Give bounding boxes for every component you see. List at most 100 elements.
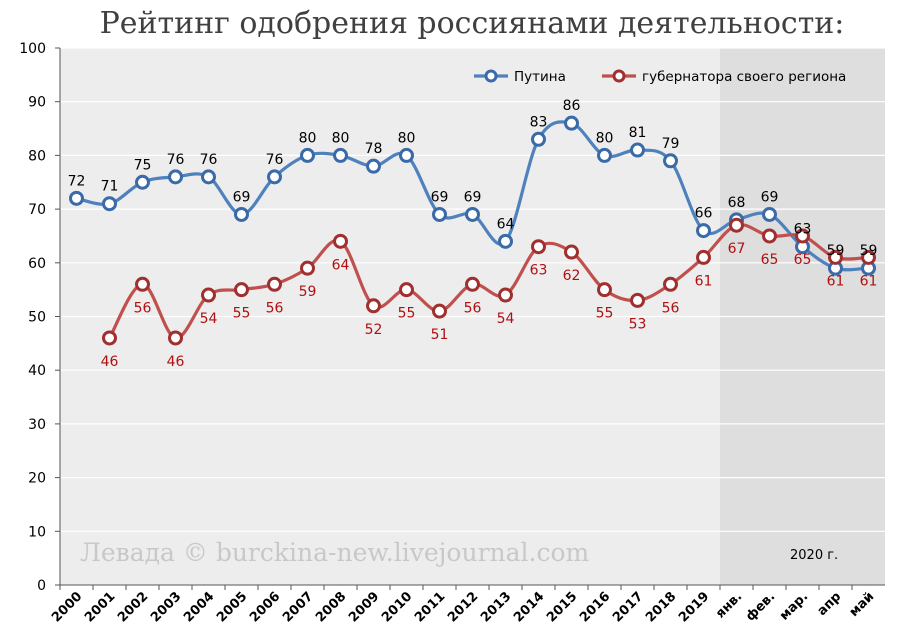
series-0-point: [630, 142, 645, 158]
x-tick-label: 2016: [577, 589, 613, 625]
x-tick-label: 2013: [478, 589, 514, 625]
data-labels: 72 71 75 76 76 69 76 80 80 78 80 69 69 64 83 86 80 81 79 66…: [68, 98, 878, 370]
series-1-point: [828, 249, 843, 265]
series-1-point: [531, 239, 546, 255]
chart-title: Рейтинг одобрения россиянами деятельност…: [100, 6, 845, 41]
series-0-point: [432, 206, 447, 222]
series-0-data-label: 59: [860, 243, 878, 259]
series-1-point: [729, 217, 744, 233]
series-0-data-label: 72: [68, 173, 86, 189]
series-0-data-label: 69: [233, 189, 251, 205]
series-1-data-label: 65: [794, 252, 812, 268]
series-1-data-label: 56: [662, 300, 680, 316]
series-0-point: [399, 147, 414, 163]
series-0-data-label: 69: [464, 189, 482, 205]
legend-governor-label: губернатора своего региона: [642, 69, 846, 85]
series-0-data-label: 78: [365, 141, 383, 157]
series-0-data-label: 75: [134, 157, 152, 173]
series-0-data-label: 80: [332, 130, 350, 146]
y-tick-label: 0: [37, 578, 46, 594]
x-tick-label: фев.: [743, 589, 778, 624]
series-1-point: [696, 249, 711, 265]
watermark: Левада © burckina-new.livejournal.com: [80, 538, 590, 567]
x-tick-label: май: [847, 589, 878, 620]
series-1-point: [135, 276, 150, 292]
series-0-point: [201, 169, 216, 185]
series-1-data-label: 52: [365, 322, 383, 338]
series-0-data-label: 80: [299, 130, 317, 146]
series-0-point: [564, 115, 579, 131]
y-tick-label: 80: [28, 148, 46, 164]
y-tick-label: 60: [28, 256, 46, 272]
series-1-point: [498, 287, 513, 303]
series-1-point: [795, 228, 810, 244]
series-0-data-label: 69: [761, 189, 779, 205]
x-tick-label: 2003: [148, 589, 184, 625]
y-tick-label: 90: [28, 95, 46, 111]
series-1-data-label: 56: [464, 300, 482, 316]
y-tick-label: 100: [19, 41, 46, 57]
series-0-data-label: 81: [629, 125, 647, 141]
series-1-data-label: 61: [860, 273, 878, 289]
series-1-data-label: 54: [200, 311, 218, 327]
legend-putin-marker: [484, 69, 498, 83]
series-1-point: [861, 249, 876, 265]
series-0-data-label: 76: [167, 152, 185, 168]
x-tick-label: апр: [815, 589, 845, 619]
series-1-point: [267, 276, 282, 292]
series-1-data-label: 59: [299, 284, 317, 300]
series-1-point: [102, 330, 117, 346]
series-1-data-label: 55: [596, 306, 614, 322]
x-tick-label: 2019: [676, 589, 712, 625]
series-0-point: [663, 153, 678, 169]
x-tick-label: 2015: [544, 589, 580, 625]
series-0-data-label: 80: [398, 130, 416, 146]
series-0-data-label: 76: [200, 152, 218, 168]
x-tick-label: 2010: [379, 589, 415, 625]
series-1-data-label: 65: [761, 252, 779, 268]
series-1-data-label: 56: [134, 300, 152, 316]
series-1-data-label: 62: [563, 268, 581, 284]
y-tick-label: 10: [28, 524, 46, 540]
series-0-point: [168, 169, 183, 185]
y-tick-label: 50: [28, 310, 46, 326]
series-1-point: [564, 244, 579, 260]
legend-putin-label: Путина: [514, 69, 566, 85]
y-tick-label: 20: [28, 471, 46, 487]
series-1-data-label: 55: [398, 306, 416, 322]
series-0-data-label: 79: [662, 136, 680, 152]
series-0-point: [135, 174, 150, 190]
series-0-point: [465, 206, 480, 222]
series-0-point: [267, 169, 282, 185]
series-1-point: [333, 233, 348, 249]
x-tick-label: 2014: [511, 589, 547, 625]
series-0-data-label: 68: [728, 195, 746, 211]
series-1-data-label: 46: [101, 354, 119, 370]
series-0-point: [696, 223, 711, 239]
series-0-data-label: 69: [431, 189, 449, 205]
series-1-point: [300, 260, 315, 276]
series-1-data-label: 63: [530, 263, 548, 279]
series-0-data-label: 76: [266, 152, 284, 168]
series-0-data-label: 86: [563, 98, 581, 114]
series-0-point: [102, 196, 117, 212]
series-1-point: [432, 303, 447, 319]
series-1-point: [762, 228, 777, 244]
series-1-data-label: 61: [695, 273, 713, 289]
period-note: 2020 г.: [790, 548, 838, 563]
legend-governor-marker: [612, 69, 626, 83]
series-0-data-label: 63: [794, 222, 812, 238]
series-1-data-label: 54: [497, 311, 515, 327]
series-1-point: [399, 282, 414, 298]
x-tick-label: 2000: [49, 589, 85, 625]
series-1-point: [465, 276, 480, 292]
series-0-point: [234, 206, 249, 222]
series-1-data-label: 53: [629, 316, 647, 332]
y-tick-label: 70: [28, 202, 46, 218]
series-0-data-label: 83: [530, 114, 548, 130]
x-tick-label: 2012: [445, 589, 481, 625]
x-tick-label: янв.: [713, 589, 745, 621]
x-tick-label: 2006: [247, 589, 283, 625]
series-0-point: [300, 147, 315, 163]
